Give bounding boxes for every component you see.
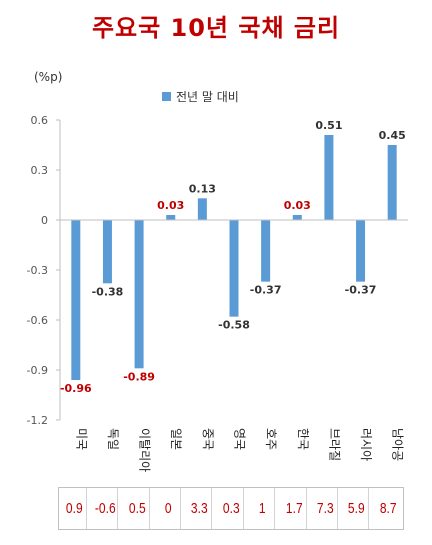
y-tick-label: 0.3	[31, 164, 49, 177]
data-label: 0.13	[189, 182, 216, 195]
y-tick-label: -0.6	[27, 314, 48, 327]
y-tick-label: 0	[41, 214, 48, 227]
table-cell: 0.3	[219, 488, 245, 529]
category-label: 러시아	[359, 428, 373, 461]
data-label: 0.45	[379, 129, 406, 142]
bar	[134, 220, 144, 369]
table-cell: 5.9	[344, 488, 370, 529]
category-label: 남아공	[391, 428, 405, 461]
category-label: 독일	[106, 428, 120, 450]
category-label: 한국	[296, 428, 310, 450]
table-cell: 1.7	[282, 488, 307, 529]
data-label: -0.89	[123, 370, 155, 383]
table-cell: 8.7	[379, 500, 397, 517]
data-label: 0.03	[157, 199, 184, 212]
bar	[261, 220, 271, 282]
y-axis-unit: (%p)	[34, 70, 63, 84]
bar	[229, 220, 239, 317]
table-cell: 3.3	[188, 488, 213, 529]
bar-chart: 0.6 0.3 0 -0.3 -0.6 -0.9 -1.2 -0.96 -0.38 -0.89 0.…	[27, 114, 408, 472]
chart-title: 주요국 10년 국채 금리	[91, 14, 341, 42]
category-label: 일본	[169, 428, 183, 450]
data-label: -0.58	[218, 319, 250, 332]
data-label: -0.37	[250, 284, 282, 297]
bar	[102, 220, 112, 284]
bar	[387, 145, 397, 220]
data-label: -0.96	[60, 382, 92, 395]
y-tick-label: -0.3	[27, 264, 48, 277]
table-cell: 7.3	[313, 488, 339, 529]
category-label: 미국	[74, 428, 88, 450]
data-label: -0.38	[92, 285, 124, 298]
legend: 전년 말 대비	[162, 88, 239, 105]
y-tick-label: -1.2	[27, 414, 48, 427]
bar	[71, 220, 81, 380]
bar	[197, 198, 207, 220]
table-cell: 1	[250, 488, 276, 529]
y-tick-label: 0.6	[31, 114, 49, 127]
bar	[324, 135, 334, 220]
legend-swatch	[162, 92, 171, 101]
y-tick-label: -0.9	[27, 364, 48, 377]
category-label: 이탈리아	[138, 428, 152, 472]
table-cell: 0.5	[125, 488, 150, 529]
data-label: -0.37	[345, 284, 377, 297]
category-label: 중국	[201, 428, 215, 450]
data-label: 0.03	[284, 199, 311, 212]
table-cell: -0.6	[93, 488, 119, 529]
value-table: 0.9 -0.6 0.5 0 3.3 0.3 1 1.7 7.3 5.9 8.7	[58, 487, 404, 530]
bar	[356, 220, 366, 282]
bar	[166, 215, 176, 220]
data-label: 0.51	[315, 119, 342, 132]
table-cell: 0.9	[62, 488, 88, 529]
legend-label: 전년 말 대비	[176, 90, 239, 104]
category-label: 브라질	[327, 428, 341, 461]
table-cell: 0	[156, 488, 182, 529]
category-label: 호주	[264, 428, 278, 450]
category-label: 영국	[233, 428, 247, 450]
bar	[292, 215, 302, 220]
